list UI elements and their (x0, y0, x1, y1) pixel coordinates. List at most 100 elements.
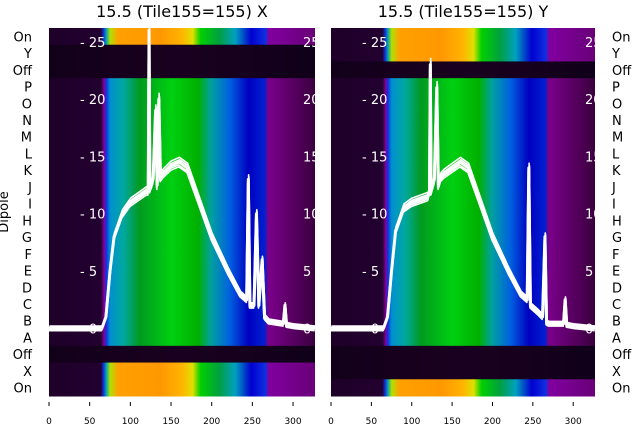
heatmap-row (49, 145, 315, 163)
row-label: E (612, 265, 620, 280)
inner-y-tick-label: - 20 (362, 93, 387, 108)
row-label: K (23, 164, 32, 179)
inner-y-tick-label-right: 20 (585, 93, 602, 108)
inner-y-tick-label: - 10 (80, 208, 105, 223)
x-tick-label: 0 (46, 417, 52, 427)
inner-y-tick-label: - 5 (362, 265, 379, 280)
x-tick-label: 300 (565, 417, 582, 427)
x-tick-label: 200 (203, 417, 220, 427)
row-label: O (612, 97, 622, 112)
heatmap-row (49, 111, 315, 129)
row-label: M (21, 131, 32, 146)
row-label: P (612, 81, 620, 96)
series-line (48, 36, 315, 332)
heatmap-row (331, 94, 595, 113)
x-tick-label: 300 (284, 417, 301, 427)
heatmap-row (331, 329, 595, 347)
x-tick-label: 100 (122, 417, 139, 427)
series-line (331, 57, 596, 327)
row-label: Off (612, 64, 632, 79)
row-label: C (612, 298, 621, 313)
inner-y-tick-label-right: 5 (303, 265, 311, 280)
row-label: A (23, 331, 32, 346)
heatmap-row (49, 379, 315, 397)
row-label: B (612, 315, 621, 330)
row-label: X (612, 365, 621, 380)
row-label: Off (13, 348, 33, 363)
row-label: D (612, 281, 622, 296)
heatmap-row (331, 345, 595, 364)
inner-y-tick-label-right: 5 (585, 265, 593, 280)
heatmap-row (331, 111, 595, 129)
row-label: Off (13, 64, 33, 79)
series-line (331, 60, 596, 329)
heatmap-row (331, 145, 595, 163)
heatmap-row (49, 245, 315, 263)
x-tick-label: 50 (366, 417, 378, 427)
heatmap-row (49, 329, 315, 347)
inner-y-tick-label-right: 15 (585, 150, 602, 165)
inner-y-tick-label-right: 25 (585, 36, 602, 51)
inner-y-tick-label: - 5 (80, 265, 97, 280)
heatmap-row (331, 28, 595, 46)
heatmap-row (331, 278, 595, 297)
heatmap-row (49, 228, 315, 246)
heatmap-row (49, 178, 315, 196)
series-line (330, 70, 595, 332)
row-label: On (612, 382, 630, 397)
x-tick-label: 200 (484, 417, 501, 427)
inner-y-tick-label: - 15 (362, 150, 387, 165)
row-label: C (23, 298, 32, 313)
x-tick-label: 0 (328, 417, 334, 427)
heatmap-row (331, 312, 595, 330)
row-label: On (14, 382, 32, 397)
row-label: L (25, 147, 33, 162)
heatmap-row (331, 178, 595, 196)
row-label: O (22, 97, 32, 112)
row-label: G (22, 231, 32, 246)
heatmap-row (49, 312, 315, 330)
inner-y-tick-label: - 20 (80, 93, 105, 108)
x-tick-label: 150 (162, 417, 179, 427)
chart-title: 15.5 (Tile155=155) Y (378, 2, 549, 21)
chart-title: 15.5 (Tile155=155) X (96, 2, 268, 21)
heatmap-row (331, 245, 595, 263)
heatmap-row (331, 128, 595, 146)
heatmap-row (49, 78, 315, 96)
row-label: J (611, 181, 616, 196)
row-label: I (28, 198, 32, 213)
row-label: N (22, 114, 32, 129)
row-label: Off (612, 348, 632, 363)
x-tick-label: 150 (444, 417, 461, 427)
series-line (49, 22, 316, 327)
inner-y-tick-label: - 25 (80, 36, 105, 51)
heatmap-row (49, 345, 315, 364)
row-label: E (24, 265, 32, 280)
heatmap-row (331, 379, 595, 397)
row-label: K (612, 164, 621, 179)
row-label: F (25, 248, 32, 263)
heatmap-row (49, 61, 315, 79)
heatmap-row (331, 61, 595, 79)
row-label: P (24, 81, 32, 96)
heatmap-row (49, 278, 315, 297)
inner-y-tick-label: - 25 (362, 36, 387, 51)
x-tick-label: 250 (244, 417, 261, 427)
heatmap-row (331, 78, 595, 96)
heatmap-row (49, 28, 315, 46)
row-label: H (22, 214, 32, 229)
x-tick-label: 100 (403, 417, 420, 427)
x-tick-label: 50 (84, 417, 96, 427)
heatmap-row (49, 128, 315, 146)
panel-gap (315, 28, 331, 396)
heatmap-row (331, 295, 595, 313)
heatmap-row (49, 362, 315, 380)
heatmap-row (49, 44, 315, 62)
row-label: L (612, 147, 620, 162)
inner-y-tick-label: - 15 (80, 150, 105, 165)
x-tick-label: 250 (524, 417, 541, 427)
row-label: D (22, 281, 32, 296)
inner-y-tick-label: - 10 (362, 208, 387, 223)
